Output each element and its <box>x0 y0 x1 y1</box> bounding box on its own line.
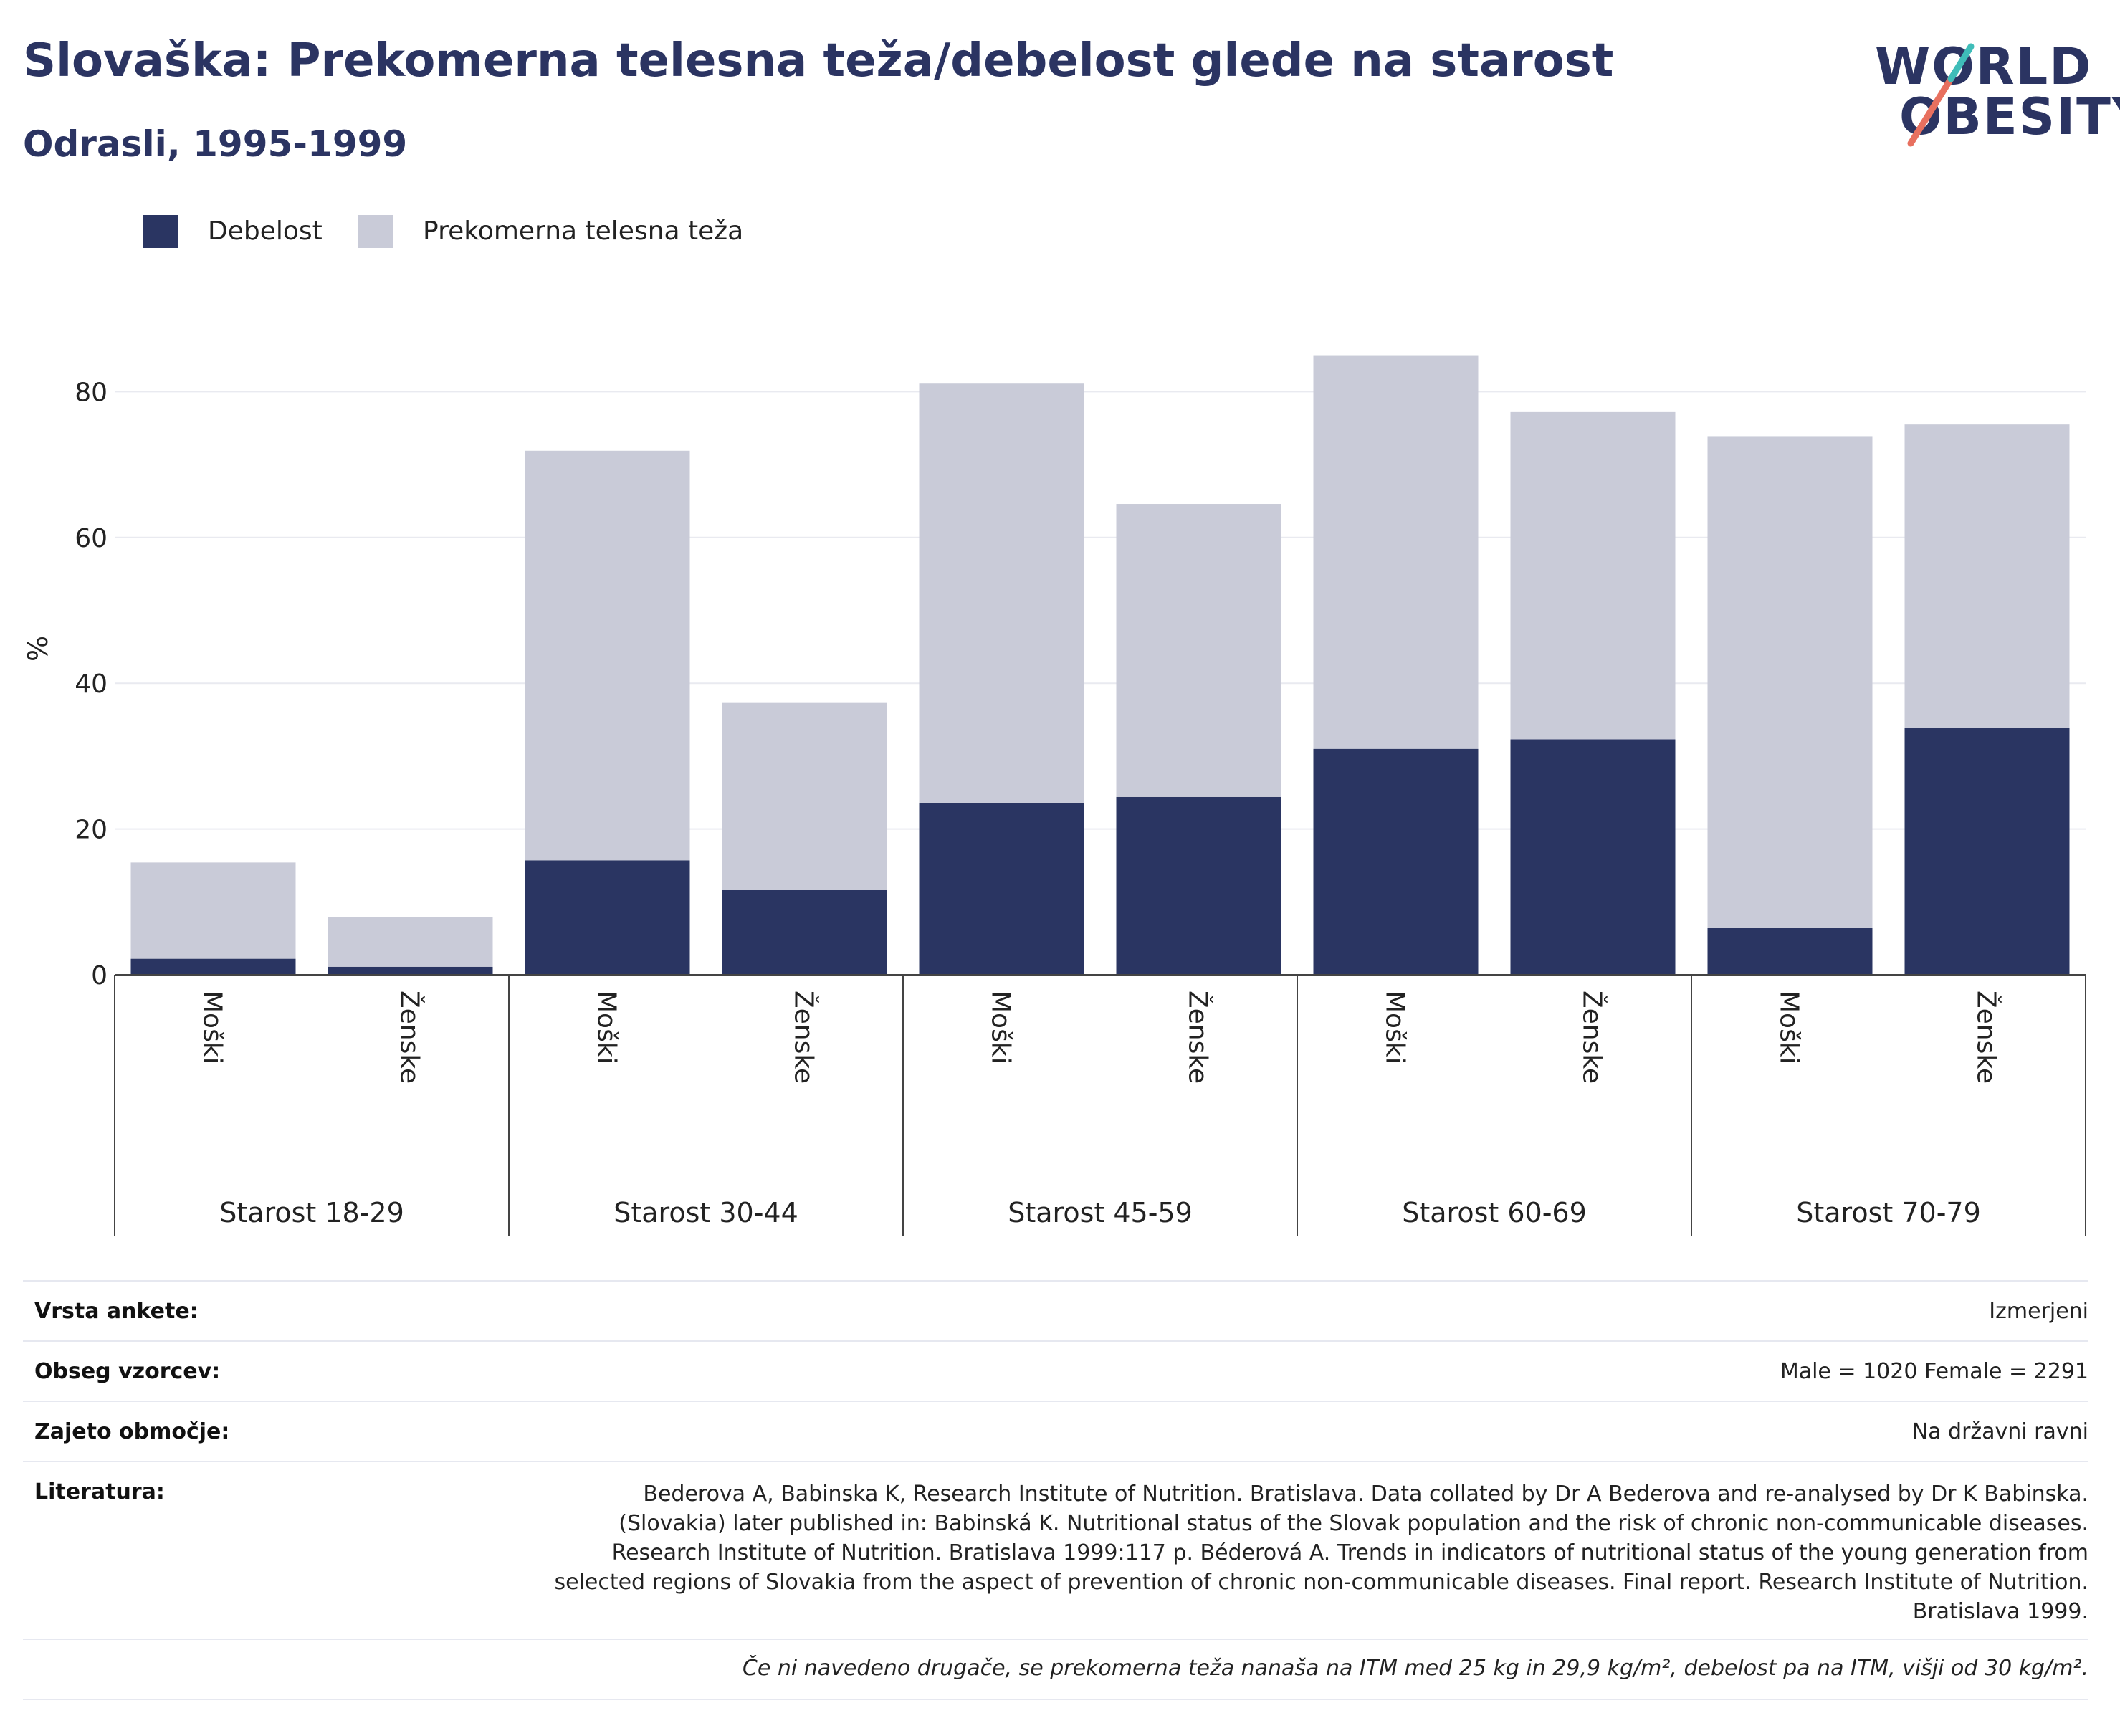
legend-swatch-overweight <box>358 215 393 248</box>
info-row-area: Zajeto območje: Na državni ravni <box>23 1401 2088 1461</box>
x-tick-label-4: Moški <box>986 991 1016 1064</box>
legend-label-overweight: Prekomerna telesna teža <box>423 216 744 246</box>
x-tick-label-6: Moški <box>1380 991 1410 1064</box>
info-row-note: Če ni navedeno drugače, se prekomerna te… <box>23 1639 2088 1700</box>
chart-title: Slovaška: Prekomerna telesna teža/debelo… <box>23 34 1614 87</box>
world-obesity-logo: WORLD OBESITY <box>1863 29 2120 154</box>
bar-obesity-0 <box>130 958 296 975</box>
survey-type-value: Izmerjeni <box>1989 1299 2088 1324</box>
bar-overweight-5 <box>1116 504 1281 797</box>
literature-label: Literatura: <box>34 1479 165 1504</box>
y-axis-label: % <box>22 636 54 662</box>
bar-overweight-6 <box>1313 355 1479 749</box>
logo-line-1: WORLD <box>1875 37 2093 96</box>
chart-subtitle: Odrasli, 1995-1999 <box>23 123 408 165</box>
bar-obesity-7 <box>1510 739 1676 975</box>
y-tick-label-0: 0 <box>91 961 108 991</box>
bar-overweight-4 <box>919 383 1084 803</box>
y-tick-label-20: 20 <box>75 816 108 845</box>
group-label-4: Starost 70-79 <box>1796 1197 1981 1229</box>
x-tick-label-7: Ženske <box>1577 991 1608 1084</box>
bar-obesity-6 <box>1313 748 1479 975</box>
info-row-sample: Obseg vzorcev: Male = 1020 Female = 2291 <box>23 1340 2088 1401</box>
bar-overweight-8 <box>1707 436 1873 928</box>
x-tick-label-3: Ženske <box>789 991 819 1084</box>
bar-obesity-9 <box>1904 728 2070 975</box>
info-row-literature: Literatura: Bederova A, Babinska K, Rese… <box>23 1461 2088 1639</box>
x-tick-label-1: Ženske <box>395 991 425 1084</box>
definition-note: Če ni navedeno drugače, se prekomerna te… <box>742 1656 2088 1681</box>
y-tick-label-60: 60 <box>75 524 108 553</box>
bar-overweight-3 <box>722 702 887 890</box>
area-label: Zajeto območje: <box>34 1419 230 1444</box>
bar-overweight-0 <box>130 862 296 959</box>
info-row-survey-type: Vrsta ankete: Izmerjeni <box>23 1280 2088 1340</box>
bar-overweight-9 <box>1904 424 2070 728</box>
y-tick-label-40: 40 <box>75 669 108 699</box>
group-label-2: Starost 45-59 <box>1008 1197 1193 1229</box>
bar-obesity-1 <box>328 966 493 975</box>
area-value: Na državni ravni <box>1911 1419 2088 1444</box>
bar-obesity-2 <box>525 860 690 975</box>
logo-slash-icon <box>1907 43 1975 147</box>
x-tick-label-9: Ženske <box>1972 991 2002 1084</box>
sample-value: Male = 1020 Female = 2291 <box>1780 1359 2088 1384</box>
bar-obesity-8 <box>1707 927 1873 975</box>
literature-value: Bederova A, Babinska K, Research Institu… <box>554 1482 2088 1624</box>
bar-chart: 0 20 40 60 80% Moški Ženske Moški Ženske Moški Žen… <box>22 355 2086 1236</box>
bar-overweight-1 <box>328 917 493 967</box>
y-tick-label-80: 80 <box>75 378 108 407</box>
sample-label: Obseg vzorcev: <box>34 1359 221 1384</box>
x-tick-label-5: Ženske <box>1183 991 1213 1084</box>
bar-overweight-7 <box>1510 411 1676 740</box>
x-tick-label-8: Moški <box>1775 991 1804 1064</box>
group-label-3: Starost 60-69 <box>1402 1197 1587 1229</box>
bar-overweight-2 <box>525 450 690 861</box>
x-tick-label-0: Moški <box>198 991 227 1064</box>
survey-type-label: Vrsta ankete: <box>34 1299 199 1324</box>
x-tick-label-2: Moški <box>592 991 621 1064</box>
bar-obesity-4 <box>919 802 1084 975</box>
legend-label-obesity: Debelost <box>208 216 323 246</box>
info-table: Vrsta ankete: Izmerjeni Obseg vzorcev: M… <box>23 1280 2088 1700</box>
group-label-0: Starost 18-29 <box>219 1197 404 1229</box>
bar-obesity-5 <box>1116 796 1281 975</box>
group-label-1: Starost 30-44 <box>613 1197 798 1229</box>
bar-obesity-3 <box>722 890 887 975</box>
legend-swatch-obesity <box>143 215 178 248</box>
